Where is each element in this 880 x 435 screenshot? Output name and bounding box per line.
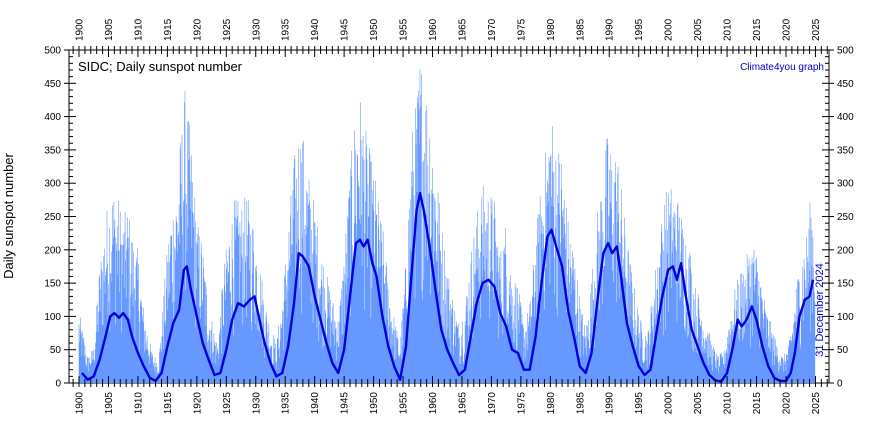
x-tick-label-top: 2025 bbox=[811, 18, 822, 41]
x-tick-label-bottom: 1920 bbox=[192, 392, 203, 415]
y-tick-label-left: 50 bbox=[50, 345, 62, 356]
x-tick-label-bottom: 2020 bbox=[781, 392, 792, 415]
x-tick-label-top: 1925 bbox=[222, 18, 233, 41]
x-tick-label-bottom: 1900 bbox=[75, 392, 86, 415]
x-tick-label-top: 2010 bbox=[723, 18, 734, 41]
y-tick-label-right: 300 bbox=[837, 179, 854, 190]
x-tick-label-top: 2000 bbox=[664, 18, 675, 41]
chart-title: SIDC; Daily sunspot number bbox=[78, 59, 243, 74]
daily-values-series bbox=[78, 68, 816, 383]
x-tick-label-bottom: 1930 bbox=[251, 392, 262, 415]
smoothed-series bbox=[81, 191, 815, 383]
y-tick-label-right: 250 bbox=[837, 212, 854, 223]
x-tick-label-top: 1920 bbox=[192, 18, 203, 41]
y-tick-label-left: 200 bbox=[44, 245, 61, 256]
y-tick-label-left: 0 bbox=[55, 379, 61, 390]
y-tick-label-right: 100 bbox=[837, 312, 854, 323]
x-tick-label-bottom: 1960 bbox=[428, 392, 439, 415]
x-tick-label-bottom: 1990 bbox=[605, 392, 616, 415]
x-tick-label-top: 1960 bbox=[428, 18, 439, 41]
x-tick-label-bottom: 2010 bbox=[723, 392, 734, 415]
x-tick-label-bottom: 2015 bbox=[752, 392, 763, 415]
x-tick-label-bottom: 1950 bbox=[369, 392, 380, 415]
y-tick-label-right: 350 bbox=[837, 145, 854, 156]
y-axis-label: Daily sunspot number bbox=[1, 152, 16, 278]
y-tick-label-left: 300 bbox=[44, 179, 61, 190]
credit-label: Climate4you graph bbox=[740, 62, 824, 73]
axes: 1900 1900 1905 1905 1910 1910 1915 1915 1920 1920… bbox=[44, 18, 854, 414]
y-tick-label-left: 400 bbox=[44, 112, 61, 123]
y-tick-label-right: 200 bbox=[837, 245, 854, 256]
x-tick-label-top: 1965 bbox=[457, 18, 468, 41]
x-tick-label-top: 1935 bbox=[281, 18, 292, 41]
date-note: 31 December 2024 bbox=[814, 263, 826, 357]
x-tick-label-top: 1955 bbox=[399, 18, 410, 41]
y-tick-label-right: 50 bbox=[837, 345, 849, 356]
x-tick-label-bottom: 2005 bbox=[693, 392, 704, 415]
y-tick-label-right: 150 bbox=[837, 279, 854, 290]
x-tick-label-bottom: 1975 bbox=[516, 392, 527, 415]
y-tick-label-left: 250 bbox=[44, 212, 61, 223]
y-tick-label-right: 400 bbox=[837, 112, 854, 123]
x-tick-label-bottom: 2025 bbox=[811, 392, 822, 415]
x-tick-label-bottom: 1905 bbox=[104, 392, 115, 415]
x-tick-label-top: 1950 bbox=[369, 18, 380, 41]
x-tick-label-top: 1915 bbox=[163, 18, 174, 41]
y-tick-label-left: 100 bbox=[44, 312, 61, 323]
x-tick-label-top: 2005 bbox=[693, 18, 704, 41]
x-tick-label-top: 1980 bbox=[546, 18, 557, 41]
y-tick-label-left: 500 bbox=[44, 46, 61, 57]
x-tick-label-top: 1995 bbox=[634, 18, 645, 41]
x-tick-label-bottom: 1995 bbox=[634, 392, 645, 415]
x-tick-label-bottom: 1980 bbox=[546, 392, 557, 415]
y-tick-label-right: 450 bbox=[837, 79, 854, 90]
smoothed-line bbox=[81, 191, 815, 383]
x-tick-label-bottom: 1985 bbox=[575, 392, 586, 415]
x-tick-label-top: 1940 bbox=[310, 18, 321, 41]
y-tick-label-left: 350 bbox=[44, 145, 61, 156]
x-tick-label-top: 1900 bbox=[75, 18, 86, 41]
x-tick-label-top: 2015 bbox=[752, 18, 763, 41]
x-tick-label-top: 1975 bbox=[516, 18, 527, 41]
y-tick-label-right: 0 bbox=[837, 379, 843, 390]
y-tick-label-left: 450 bbox=[44, 79, 61, 90]
x-tick-label-top: 1905 bbox=[104, 18, 115, 41]
x-tick-label-top: 1990 bbox=[605, 18, 616, 41]
x-tick-label-bottom: 1915 bbox=[163, 392, 174, 415]
x-tick-label-bottom: 1970 bbox=[487, 392, 498, 415]
x-tick-label-bottom: 1910 bbox=[133, 392, 144, 415]
x-tick-label-top: 1930 bbox=[251, 18, 262, 41]
y-tick-label-left: 150 bbox=[44, 279, 61, 290]
daily-bars bbox=[78, 68, 816, 383]
x-tick-label-top: 2020 bbox=[781, 18, 792, 41]
x-tick-label-top: 1910 bbox=[133, 18, 144, 41]
x-tick-label-bottom: 1965 bbox=[457, 392, 468, 415]
x-tick-label-top: 1985 bbox=[575, 18, 586, 41]
x-tick-label-top: 1970 bbox=[487, 18, 498, 41]
x-tick-label-bottom: 1925 bbox=[222, 392, 233, 415]
x-tick-label-bottom: 1940 bbox=[310, 392, 321, 415]
x-tick-label-bottom: 1945 bbox=[340, 392, 351, 415]
y-tick-label-right: 500 bbox=[837, 46, 854, 57]
x-tick-label-bottom: 2000 bbox=[664, 392, 675, 415]
x-tick-label-top: 1945 bbox=[340, 18, 351, 41]
x-tick-label-bottom: 1935 bbox=[281, 392, 292, 415]
x-tick-label-bottom: 1955 bbox=[399, 392, 410, 415]
